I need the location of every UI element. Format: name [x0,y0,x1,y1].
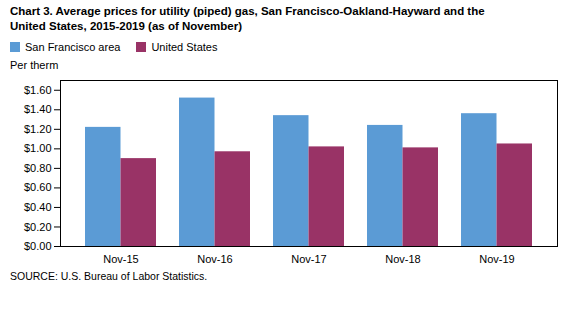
svg-text:Nov-18: Nov-18 [385,253,420,265]
html-text:Per therm: Per therm [10,59,59,71]
svg-text:Nov-19: Nov-19 [479,253,514,265]
html-text:San Francisco area: San Francisco area [25,41,121,53]
svg-text:$0.00: $0.00 [24,240,52,252]
svg-text:$0.80: $0.80 [24,162,52,174]
svg-text:$1.20: $1.20 [24,123,52,135]
svg-text:$0.60: $0.60 [24,181,52,193]
svg-text:$1.40: $1.40 [24,103,52,115]
svg-text:$0.40: $0.40 [24,201,52,213]
svg-text:Nov-15: Nov-15 [103,253,138,265]
html-text:Chart 3. Average prices for ut: Chart 3. Average prices for utility (pip… [10,5,485,17]
svg-text:$1.60: $1.60 [24,84,52,96]
html-text:United States, 2015-2019 (as o: United States, 2015-2019 (as of November… [10,20,242,32]
html-text:SOURCE: U.S. Bureau of Labor S: SOURCE: U.S. Bureau of Labor Statistics. [10,270,208,282]
html-text:United States: United States [151,41,218,53]
svg-text:$1.00: $1.00 [24,142,52,154]
svg-text:Nov-17: Nov-17 [291,253,326,265]
svg-text:Nov-16: Nov-16 [197,253,232,265]
svg-text:$0.20: $0.20 [24,220,52,232]
